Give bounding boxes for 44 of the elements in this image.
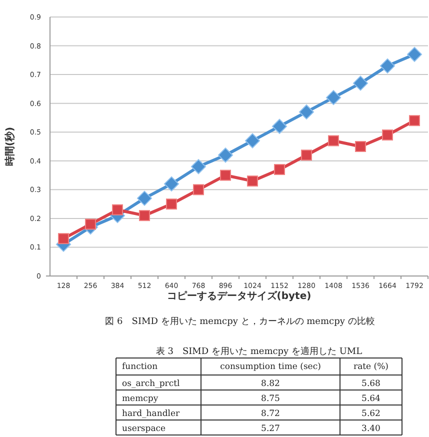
point	[407, 46, 422, 62]
point	[245, 133, 260, 148]
text: 5.27	[261, 424, 280, 434]
point	[353, 76, 368, 91]
text: 8.72	[261, 409, 280, 419]
point	[191, 159, 206, 174]
text: 8.82	[261, 379, 280, 389]
text: 5.68	[362, 379, 380, 389]
point	[301, 150, 312, 161]
text: hard_handler	[122, 409, 181, 419]
point	[193, 184, 204, 196]
point	[326, 90, 341, 106]
y-axis-title: 時間(秒)	[4, 126, 16, 166]
point	[137, 190, 152, 206]
text: memcpy	[122, 394, 158, 404]
point	[355, 141, 366, 152]
point	[299, 104, 314, 120]
point	[272, 118, 287, 134]
point	[409, 115, 420, 126]
point	[328, 135, 339, 146]
text: userspace	[122, 424, 166, 434]
point	[112, 204, 123, 216]
text: 5.64	[362, 394, 380, 404]
point	[382, 129, 393, 140]
point	[247, 176, 258, 187]
point	[380, 58, 395, 74]
point	[164, 176, 179, 192]
x-axis-title: コピーするデータサイズ(byte)	[166, 290, 312, 302]
text: 5.62	[362, 409, 380, 419]
point	[58, 233, 69, 244]
point	[274, 164, 285, 176]
text: function	[122, 362, 158, 372]
text: os_arch_prctl	[122, 379, 180, 389]
text: rate (%)	[354, 362, 388, 372]
point	[166, 198, 177, 210]
caption: 図 6 SIMD を用いた memcpy と，カーネルの memcpy の比較	[105, 316, 375, 327]
point	[220, 170, 231, 181]
text: 3.40	[362, 424, 380, 434]
point	[218, 148, 233, 163]
point	[85, 218, 96, 230]
point	[139, 210, 150, 222]
text: consumption time (sec)	[220, 362, 321, 372]
text: 8.75	[261, 394, 280, 404]
text: 表 3 SIMD を用いた memcpy を適用した UML	[156, 346, 362, 357]
